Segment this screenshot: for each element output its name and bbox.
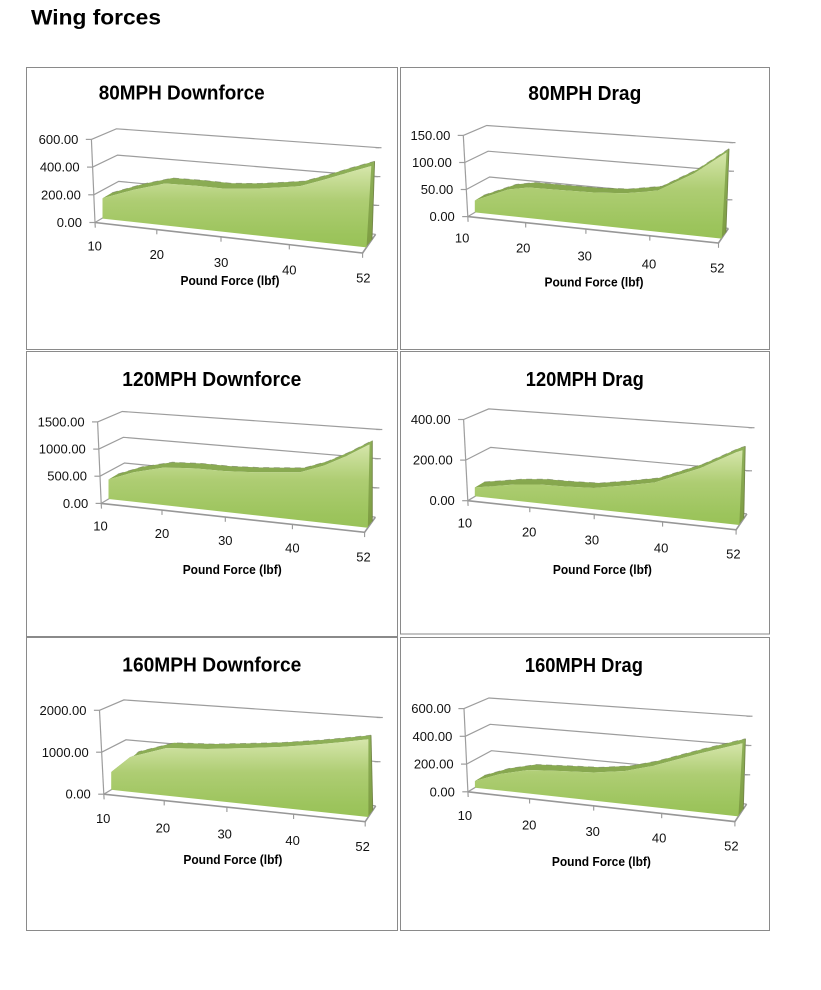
svg-text:50.00: 50.00 [421, 182, 454, 197]
svg-text:2000.00: 2000.00 [40, 703, 87, 718]
svg-text:20: 20 [156, 820, 170, 835]
svg-text:400.00: 400.00 [40, 160, 80, 175]
svg-text:0.00: 0.00 [57, 215, 82, 230]
svg-text:10: 10 [96, 811, 110, 826]
svg-text:0.00: 0.00 [429, 493, 454, 508]
svg-text:80MPH Drag: 80MPH Drag [528, 82, 641, 105]
svg-text:40: 40 [652, 831, 666, 846]
svg-text:1000.00: 1000.00 [39, 442, 86, 457]
svg-text:30: 30 [577, 249, 591, 264]
svg-text:150.00: 150.00 [411, 128, 451, 143]
svg-text:Pound Force (lbf): Pound Force (lbf) [552, 855, 651, 869]
svg-text:52: 52 [724, 839, 738, 854]
svg-text:10: 10 [87, 238, 101, 253]
svg-text:200.00: 200.00 [41, 187, 81, 202]
svg-text:Pound Force (lbf): Pound Force (lbf) [553, 563, 652, 577]
svg-text:100.00: 100.00 [412, 155, 452, 170]
svg-text:Pound Force (lbf): Pound Force (lbf) [183, 563, 282, 577]
svg-text:40: 40 [285, 541, 299, 556]
svg-text:120MPH Downforce: 120MPH Downforce [122, 368, 301, 391]
svg-text:0.00: 0.00 [65, 787, 90, 802]
svg-text:40: 40 [642, 257, 656, 272]
svg-text:30: 30 [214, 255, 228, 270]
svg-text:0.00: 0.00 [429, 209, 454, 224]
svg-text:20: 20 [150, 247, 164, 262]
svg-text:20: 20 [155, 526, 169, 541]
svg-text:200.00: 200.00 [413, 453, 453, 468]
svg-text:52: 52 [356, 270, 370, 285]
svg-text:10: 10 [458, 515, 472, 530]
svg-text:400.00: 400.00 [413, 729, 453, 744]
svg-text:52: 52 [726, 547, 740, 562]
svg-text:30: 30 [585, 533, 599, 548]
svg-text:Pound Force (lbf): Pound Force (lbf) [545, 276, 644, 290]
svg-text:30: 30 [585, 824, 599, 839]
svg-text:200.00: 200.00 [414, 757, 454, 772]
svg-text:160MPH Downforce: 160MPH Downforce [122, 653, 301, 676]
svg-text:Pound Force (lbf): Pound Force (lbf) [181, 274, 280, 288]
svg-text:10: 10 [93, 518, 107, 533]
svg-text:10: 10 [458, 808, 472, 823]
svg-text:40: 40 [282, 263, 296, 278]
svg-text:600.00: 600.00 [39, 132, 79, 147]
svg-text:1500.00: 1500.00 [38, 414, 85, 429]
svg-text:0.00: 0.00 [430, 784, 455, 799]
svg-text:120MPH Drag: 120MPH Drag [526, 368, 644, 391]
svg-text:Pound Force (lbf): Pound Force (lbf) [183, 853, 282, 867]
svg-text:80MPH Downforce: 80MPH Downforce [99, 82, 265, 105]
svg-text:20: 20 [516, 241, 530, 256]
svg-text:40: 40 [654, 541, 668, 556]
svg-text:30: 30 [218, 533, 232, 548]
svg-text:10: 10 [455, 231, 469, 246]
svg-text:500.00: 500.00 [47, 469, 87, 484]
svg-text:40: 40 [285, 833, 299, 848]
svg-text:0.00: 0.00 [63, 496, 88, 511]
svg-text:Wing forces: Wing forces [31, 6, 161, 29]
svg-text:1000.00: 1000.00 [42, 745, 89, 760]
svg-text:52: 52 [710, 261, 724, 276]
svg-text:30: 30 [217, 827, 231, 842]
svg-text:160MPH Drag: 160MPH Drag [525, 654, 643, 677]
svg-text:600.00: 600.00 [411, 701, 451, 716]
svg-text:400.00: 400.00 [411, 412, 451, 427]
svg-text:52: 52 [356, 550, 370, 565]
svg-text:20: 20 [522, 525, 536, 540]
svg-text:20: 20 [522, 817, 536, 832]
svg-text:52: 52 [355, 839, 369, 854]
